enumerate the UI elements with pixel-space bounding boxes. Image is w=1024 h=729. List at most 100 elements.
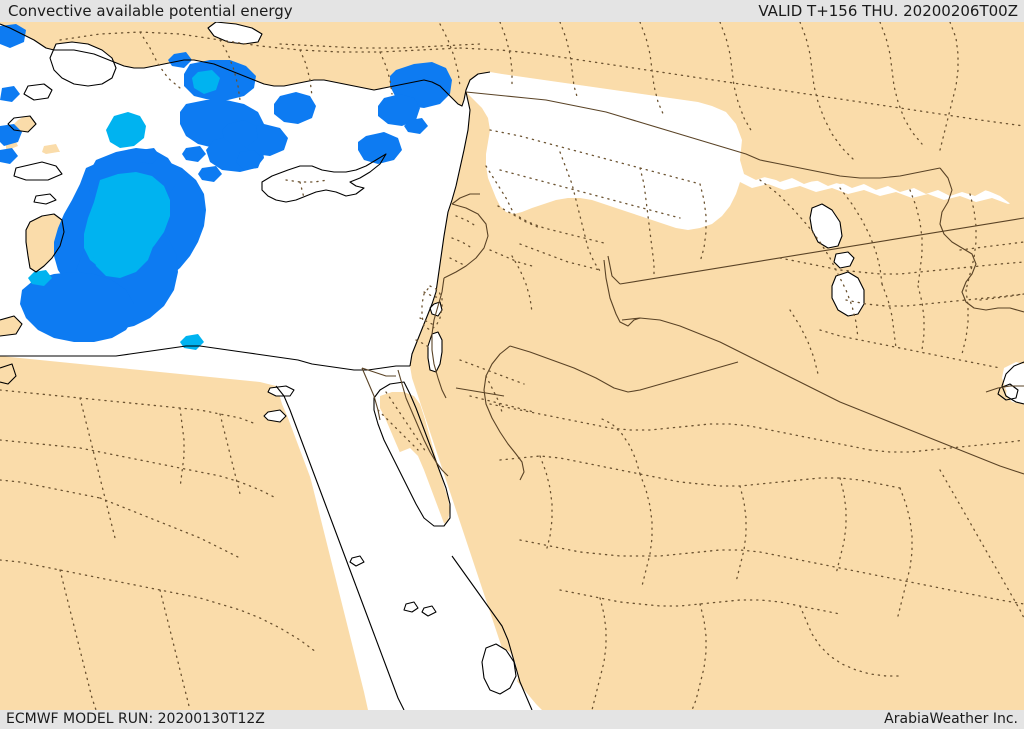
cape-patch-turkey-sw xyxy=(20,272,134,342)
coast-sinai xyxy=(373,381,451,527)
coast-egypt-north xyxy=(0,345,410,371)
admin-egypt-3 xyxy=(79,397,117,543)
coastline-layer xyxy=(0,21,1024,711)
border-israel-egypt xyxy=(397,369,449,477)
border-israel-jordan xyxy=(431,277,447,399)
coast-black-sea xyxy=(207,21,263,45)
admin-turkey-10 xyxy=(719,21,753,133)
admin-sinai-1 xyxy=(385,391,427,453)
attribution-label: ArabiaWeather Inc. xyxy=(884,711,1018,727)
cape-core-aegean-south xyxy=(92,212,154,278)
admin-turkey-1 xyxy=(59,31,461,53)
admin-egypt-1 xyxy=(0,389,257,425)
coast-dead-sea xyxy=(427,331,443,373)
sea-east-med xyxy=(210,144,434,360)
coast-lake-tharthar xyxy=(809,203,843,249)
border-iraq-saudi-east xyxy=(859,409,1024,475)
border-egypt-sinai xyxy=(361,367,381,421)
border-dotted-layer xyxy=(0,21,1024,711)
admin-iran-1 xyxy=(959,241,1024,251)
admin-syria-2 xyxy=(499,169,681,219)
admin-lebanon-2 xyxy=(451,237,473,249)
header-bar: Convective available potential energy VA… xyxy=(0,0,1024,22)
cape-patch-small-9 xyxy=(136,148,160,164)
coast-island-shadwan xyxy=(349,555,365,567)
cape-patch-small-4 xyxy=(168,52,192,68)
admin-israel-3 xyxy=(415,339,431,349)
admin-iraq-2 xyxy=(839,187,883,285)
admin-syria-9 xyxy=(497,205,541,229)
sea-gulf-of-suez xyxy=(278,388,360,576)
admin-iraq-1 xyxy=(759,179,839,275)
footer-bar: ECMWF MODEL RUN: 20200130T12Z ArabiaWeat… xyxy=(0,710,1024,729)
coast-levant xyxy=(409,185,457,367)
admin-turkey-5 xyxy=(379,51,393,95)
border-syria-iraq xyxy=(619,217,1024,285)
coast-turkey-south xyxy=(0,23,491,107)
coast-gulf-suez-west xyxy=(275,385,357,587)
coast-red-sea-west xyxy=(355,585,405,711)
cape-patch-cyprus-ne xyxy=(358,132,402,164)
coast-island-lesbos xyxy=(23,83,53,101)
coast-persian-gulf xyxy=(1001,361,1024,405)
border-iraq-iran xyxy=(939,167,1024,313)
admin-cyprus-2 xyxy=(299,181,305,199)
coast-island-karpathos xyxy=(0,363,17,385)
cape-patch-small-7 xyxy=(182,146,206,162)
border-jordan-saudi xyxy=(509,345,739,393)
border-jordan-west xyxy=(483,345,525,481)
border-syria-jordan xyxy=(607,255,621,285)
admin-turkey-8 xyxy=(559,21,579,101)
coast-turkey-se xyxy=(455,91,471,187)
coast-lake-bardawil xyxy=(267,385,295,397)
coast-lake-habbaniyah xyxy=(833,251,855,269)
border-lebanon xyxy=(443,203,489,279)
admin-saudi-9 xyxy=(691,603,707,711)
admin-syria-6 xyxy=(699,183,707,263)
admin-saudi-14 xyxy=(869,439,1024,453)
cape-patch-cyprus-w xyxy=(222,120,258,146)
admin-jordan-1 xyxy=(459,359,525,385)
model-run-label: ECMWF MODEL RUN: 20200130T12Z xyxy=(6,711,265,727)
cape-patch-small-8 xyxy=(198,166,222,182)
border-jordan-iraq xyxy=(621,317,861,411)
coast-island-crete xyxy=(0,315,23,337)
sea-lake-tharthar xyxy=(810,204,842,248)
admin-turkey-11 xyxy=(799,21,855,161)
admin-saudi-1 xyxy=(499,455,901,489)
admin-iraq-9 xyxy=(917,285,925,351)
coast-saudi-inlet xyxy=(481,643,517,695)
cape-core-antalya xyxy=(106,112,146,148)
border-saudi-kuwait xyxy=(985,385,1024,393)
admin-saudi-6 xyxy=(519,539,1024,605)
valid-time-label: VALID T+156 THU. 20200206T00Z xyxy=(758,2,1018,20)
admin-iraq-12 xyxy=(789,309,819,375)
land-turkey-east xyxy=(744,22,1024,200)
admin-turkey-4 xyxy=(299,49,313,97)
admin-saudi-5 xyxy=(835,477,847,575)
admin-turkey-14 xyxy=(279,43,481,49)
cape-level-2-layer xyxy=(28,70,220,350)
cape-patch-small-3 xyxy=(0,148,18,164)
admin-egypt-2 xyxy=(0,439,277,499)
sea-layer xyxy=(0,22,1024,710)
admin-turkey-2 xyxy=(139,31,181,89)
cape-patch-cyprus-sw xyxy=(236,150,262,170)
sea-red-sea-saudi-corner xyxy=(484,646,518,696)
cape-core-small-2 xyxy=(28,270,52,286)
admin-saudi-7 xyxy=(559,589,841,615)
admin-iraq-4 xyxy=(965,193,977,291)
cape-patch-small-1 xyxy=(0,24,26,48)
cape-patch-hatay xyxy=(378,94,420,126)
page-title: Convective available potential energy xyxy=(8,2,293,20)
cape-patch-cyprus-nw xyxy=(274,92,316,124)
land-egypt xyxy=(0,356,368,710)
admin-syria-10 xyxy=(511,255,533,313)
admin-syria-5 xyxy=(639,167,655,279)
land-island-rhodes xyxy=(26,214,64,272)
admin-saudi-3 xyxy=(639,473,653,587)
coast-red-sea-east xyxy=(451,555,533,711)
admin-saudi-2 xyxy=(539,455,553,553)
